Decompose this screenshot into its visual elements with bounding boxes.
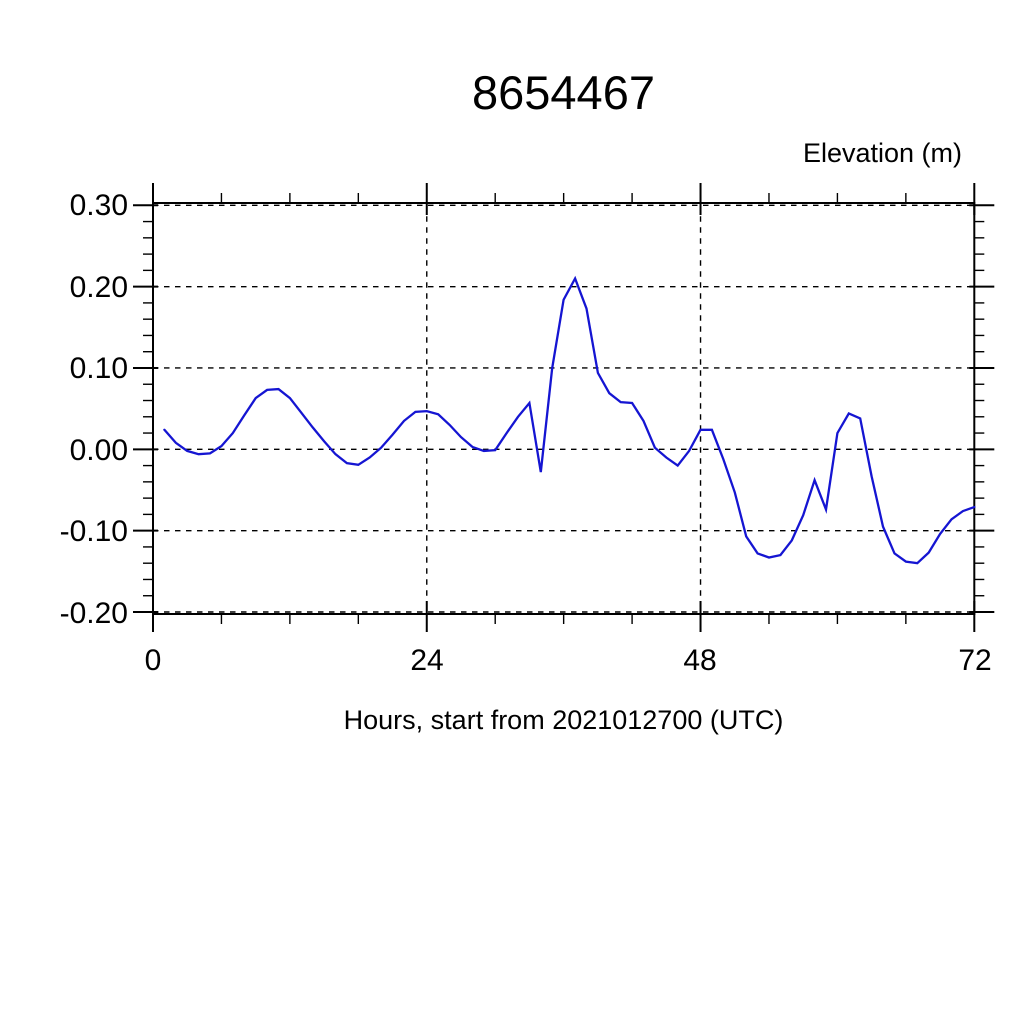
y-tick-label: -0.20 bbox=[59, 597, 128, 630]
elevation-line bbox=[163, 275, 976, 565]
chart-title: 8654467 bbox=[472, 66, 655, 119]
y-tick-label: -0.10 bbox=[59, 515, 128, 548]
y-axis-label: Elevation (m) bbox=[802, 138, 962, 168]
y-tick-label: 0.30 bbox=[69, 189, 128, 222]
elevation-series-polyline bbox=[163, 275, 976, 565]
x-tick-label: 72 bbox=[958, 644, 992, 677]
x-tick-label: 0 bbox=[144, 644, 162, 677]
x-axis-label: Hours, start from 2021012700 (UTC) bbox=[343, 705, 784, 735]
x-tick-label: 48 bbox=[683, 644, 717, 677]
x-tick-label: 24 bbox=[410, 644, 444, 677]
major-ticks bbox=[133, 183, 995, 632]
y-tick-label: 0.00 bbox=[69, 434, 128, 467]
gridlines bbox=[153, 204, 975, 613]
y-tick-label: 0.10 bbox=[69, 352, 128, 385]
plot-frame bbox=[152, 202, 976, 615]
y-tick-label: 0.20 bbox=[69, 271, 128, 304]
minor-ticks bbox=[143, 193, 985, 624]
